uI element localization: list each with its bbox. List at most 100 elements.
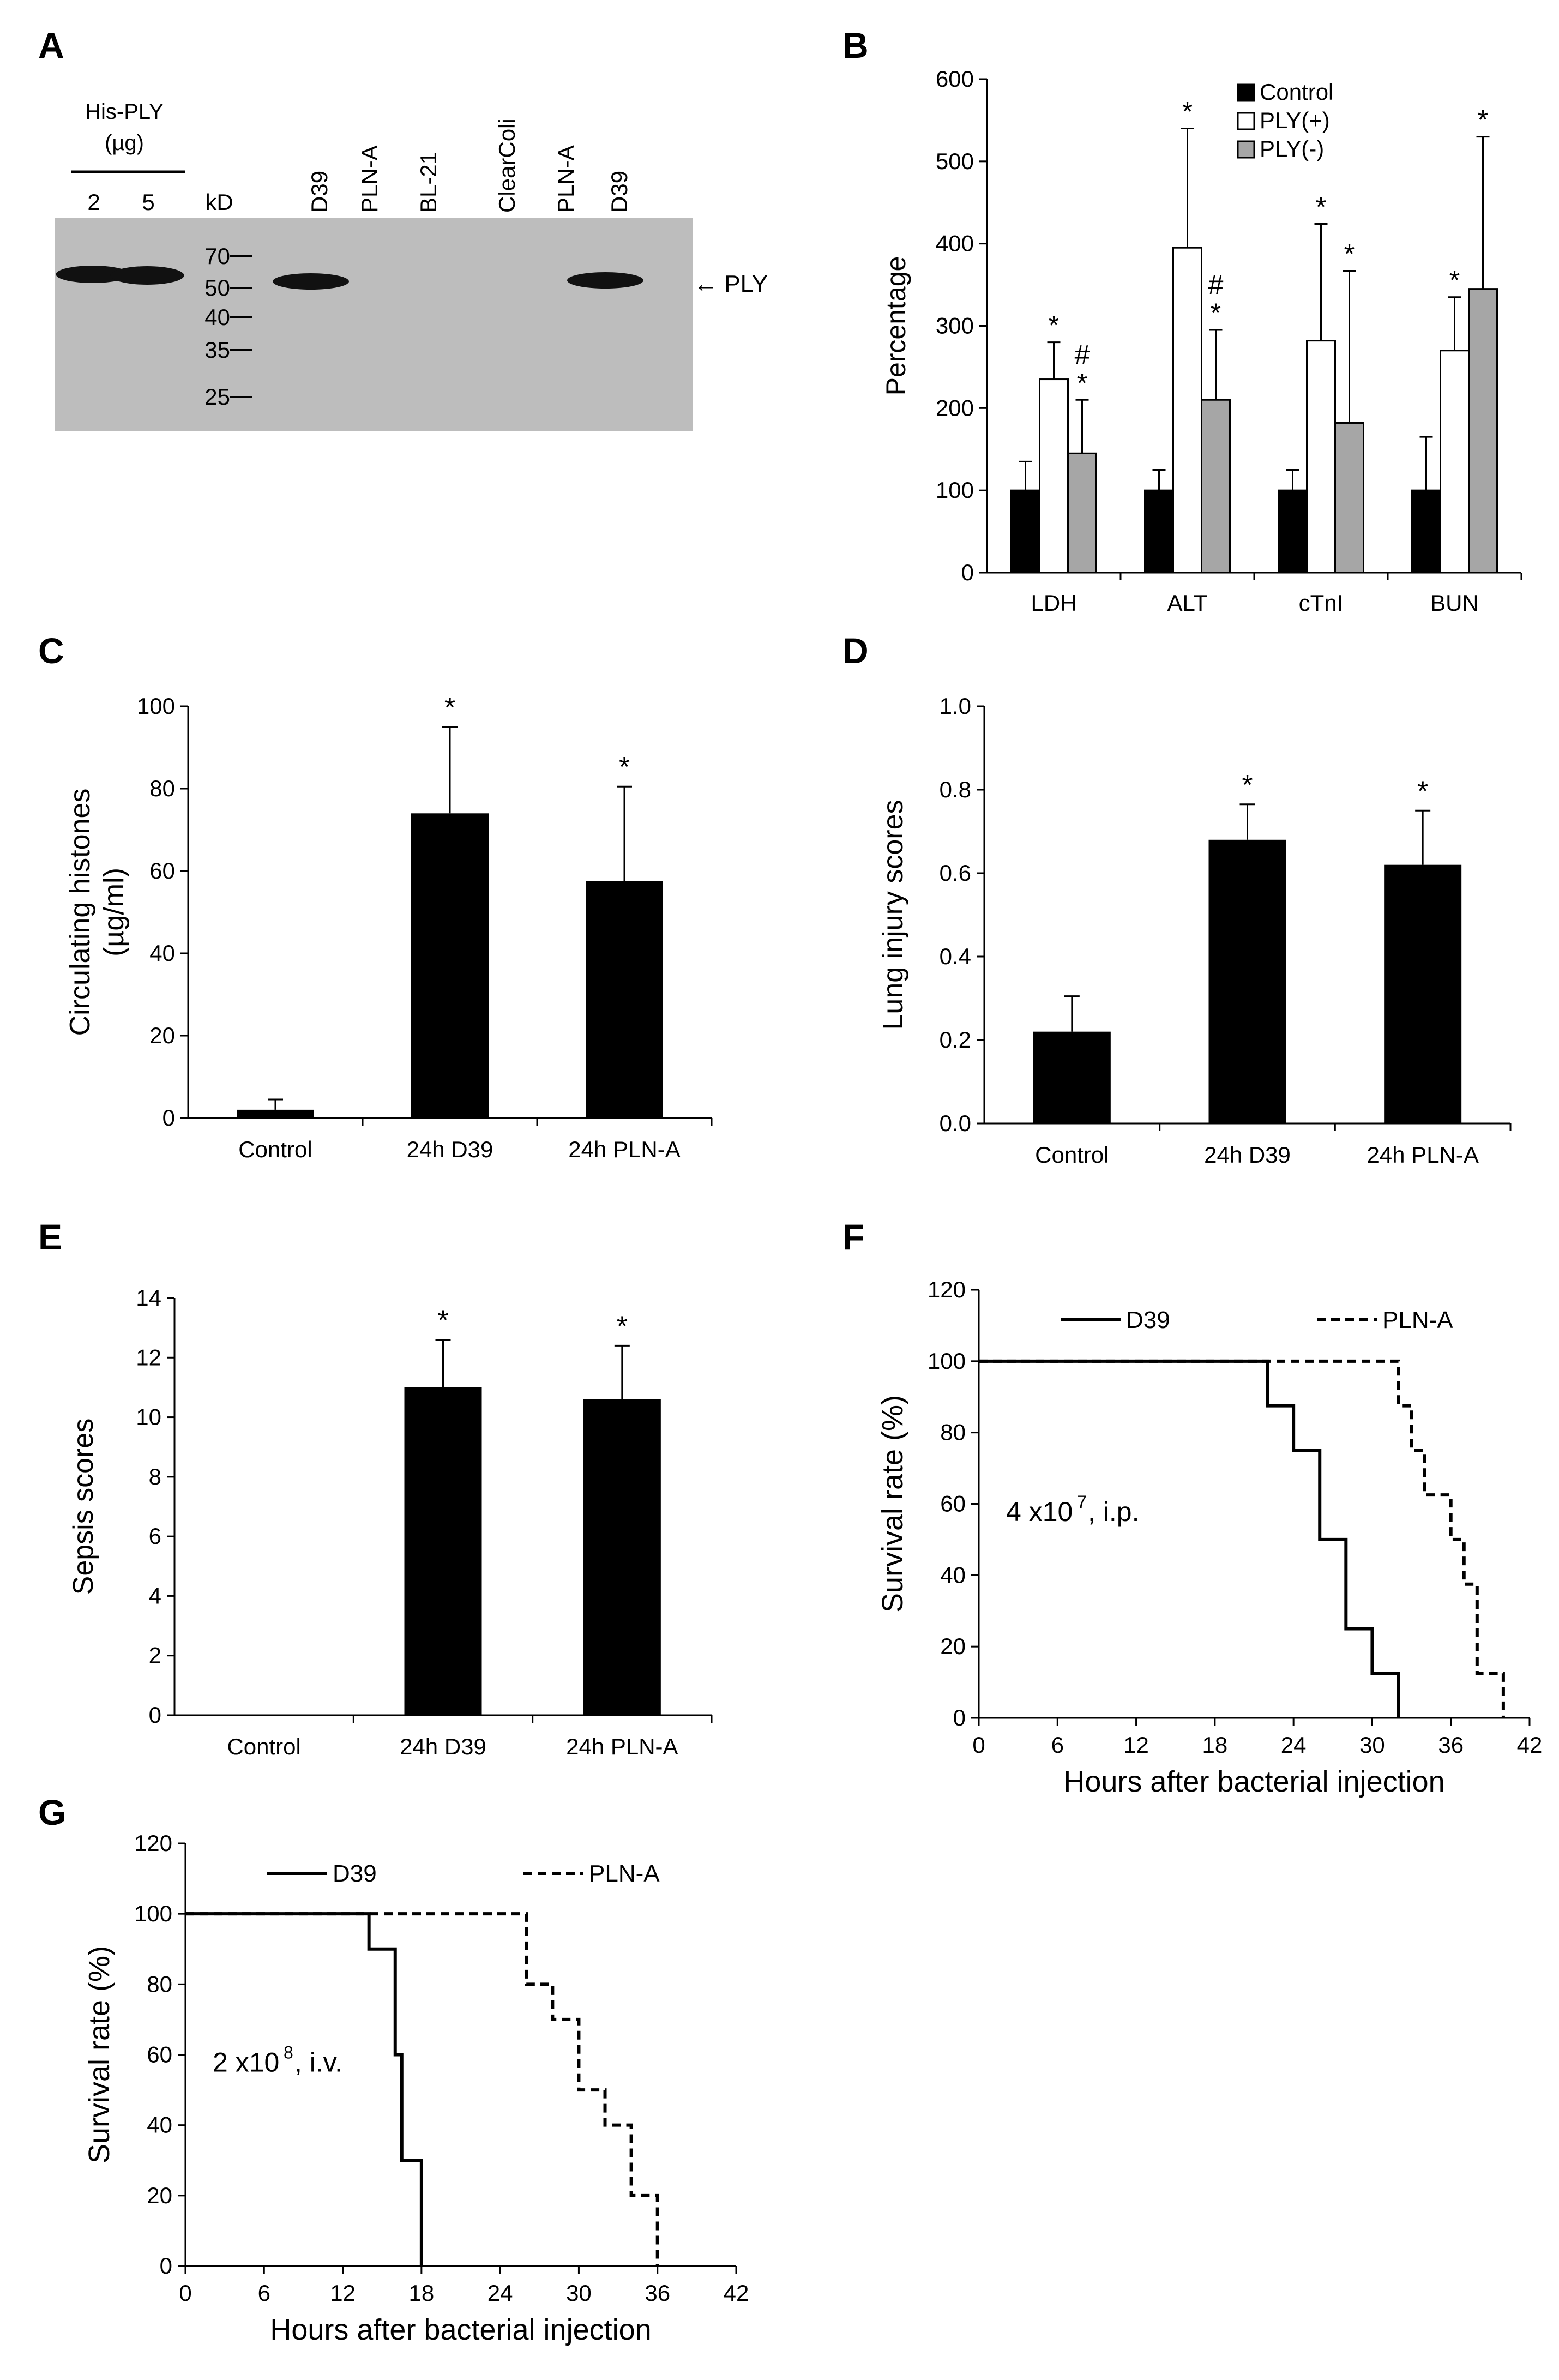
significance-mark: * <box>619 752 630 783</box>
x-axis-title: Hours after bacterial injection <box>270 2313 651 2346</box>
x-tick-label: 36 <box>1438 1732 1464 1758</box>
x-tick-label: 24h D39 <box>407 1137 493 1162</box>
dose-exponent: 7 <box>1077 1492 1087 1512</box>
x-tick-label: 24h PLN-A <box>568 1137 680 1162</box>
legend-label: PLN-A <box>589 1860 660 1887</box>
significance-mark: * <box>1077 368 1087 398</box>
x-tick-label: Control <box>238 1137 312 1162</box>
y-tick-label: 0.4 <box>940 943 971 969</box>
y-axis-title: Lung injury scores <box>877 800 909 1030</box>
x-tick-label: 24 <box>1281 1732 1307 1758</box>
legend-swatch <box>1237 140 1255 159</box>
y-tick-label: 60 <box>147 2042 172 2068</box>
panel-label-b: B <box>842 25 869 65</box>
marker-label: 50 <box>204 275 230 300</box>
bar <box>404 1387 482 1715</box>
y-axis-title: Percentage <box>881 256 911 396</box>
x-axis-title: Hours after bacterial injection <box>1063 1765 1444 1798</box>
y-tick-label: 20 <box>940 1633 966 1659</box>
dose-route: , i.v. <box>294 2047 342 2078</box>
dose-exponent: 8 <box>284 2043 293 2063</box>
panel-label-g: G <box>38 1792 67 1832</box>
bar <box>1334 422 1364 574</box>
chart-e-sepsis-scores: 0 2 4 6 8 10 12 14 Sepsis scores Control 24h D39 * 2… <box>68 1285 713 1759</box>
marker-label: 70 <box>204 243 230 269</box>
his-amount-label: 2 <box>87 189 100 215</box>
lane-label-group: D39 <box>306 171 332 213</box>
y-tick-label: 0 <box>961 560 974 585</box>
y-tick-label: 10 <box>136 1404 161 1430</box>
lane-label-group: PLN-A <box>553 145 579 213</box>
bar <box>1306 340 1336 574</box>
y-axis-title: Circulating histones <box>64 789 96 1036</box>
dose-route: , i.p. <box>1088 1496 1139 1527</box>
survival-curve-pln-a <box>185 1912 659 2266</box>
significance-mark: * <box>1478 105 1488 135</box>
x-tick-label: 42 <box>1517 1732 1543 1758</box>
bar <box>1010 489 1040 574</box>
y-tick-label: 100 <box>936 477 974 503</box>
bar <box>1039 378 1069 574</box>
y-tick-label: 40 <box>940 1562 966 1588</box>
y-tick-label: 12 <box>136 1344 161 1370</box>
y-tick-label: 0.2 <box>940 1027 971 1053</box>
chart-g-survival-iv: 0 20 40 60 80 100 120 0 6 12 18 24 30 36 42 Hours after… <box>83 1830 749 2346</box>
y-tick-label: 0.8 <box>940 777 971 802</box>
y-tick-label: 200 <box>936 395 974 420</box>
significance-mark: * <box>1049 310 1059 341</box>
lane-label-group: PLN-A <box>357 145 382 213</box>
x-tick-label: 0 <box>972 1732 985 1758</box>
y-tick-label: 0 <box>149 1702 161 1728</box>
x-tick-label: cTnI <box>1299 590 1344 616</box>
y-tick-label: 500 <box>936 148 974 174</box>
y-tick-label: 0 <box>160 2253 172 2279</box>
x-tick-label: Control <box>227 1734 300 1759</box>
x-tick-label: 30 <box>1359 1732 1385 1758</box>
y-tick-label: 8 <box>149 1464 161 1489</box>
panel-label-d: D <box>842 630 869 671</box>
his-ply-unit: (µg) <box>105 131 144 155</box>
y-axis-title: Sepsis scores <box>68 1419 99 1595</box>
blot-membrane <box>55 218 693 431</box>
ply-band <box>567 272 643 289</box>
bar <box>237 1109 314 1118</box>
significance-mark: # <box>1208 269 1224 300</box>
significance-mark: * <box>1242 770 1253 801</box>
y-tick-label: 14 <box>136 1285 161 1311</box>
y-tick-label: 80 <box>940 1420 966 1445</box>
x-tick-label: 30 <box>566 2280 592 2306</box>
lane-label: D39 <box>606 171 632 213</box>
y-tick-label: 1.0 <box>940 693 971 719</box>
y-axis-title: Survival rate (%) <box>876 1395 909 1613</box>
bar <box>1201 399 1231 574</box>
x-tick-label: 18 <box>408 2280 434 2306</box>
y-tick-label: 120 <box>134 1830 172 1856</box>
significance-mark: * <box>437 1305 448 1337</box>
significance-mark: * <box>1211 298 1221 328</box>
significance-mark: * <box>1417 776 1428 807</box>
y-tick-label: 80 <box>149 776 175 801</box>
x-tick-label: 12 <box>330 2280 356 2306</box>
bar <box>1440 350 1470 574</box>
y-tick-label: 40 <box>149 940 175 966</box>
x-tick-label: ALT <box>1167 590 1208 616</box>
panel-label-c: C <box>38 630 64 671</box>
significance-mark: # <box>1075 339 1090 370</box>
survival-curve-d39 <box>185 1912 423 2266</box>
x-tick-label: 18 <box>1202 1732 1227 1758</box>
y-tick-label: 4 <box>149 1583 161 1608</box>
legend-label: PLY(+) <box>1260 107 1330 133</box>
x-tick-label: 6 <box>1051 1732 1064 1758</box>
legend-label: PLN-A <box>1382 1307 1453 1333</box>
x-tick-label: BUN <box>1430 590 1479 616</box>
lane-label-group: ClearColi <box>494 118 520 213</box>
ply-band <box>273 273 349 290</box>
y-tick-label: 6 <box>149 1523 161 1549</box>
x-tick-label: 24 <box>487 2280 513 2306</box>
lane-label: ClearColi <box>494 118 520 213</box>
y-tick-label: 300 <box>936 313 974 339</box>
bar <box>411 813 489 1118</box>
y-axis-title: (µg/ml) <box>98 868 130 957</box>
x-tick-label: 24h PLN-A <box>566 1734 678 1759</box>
